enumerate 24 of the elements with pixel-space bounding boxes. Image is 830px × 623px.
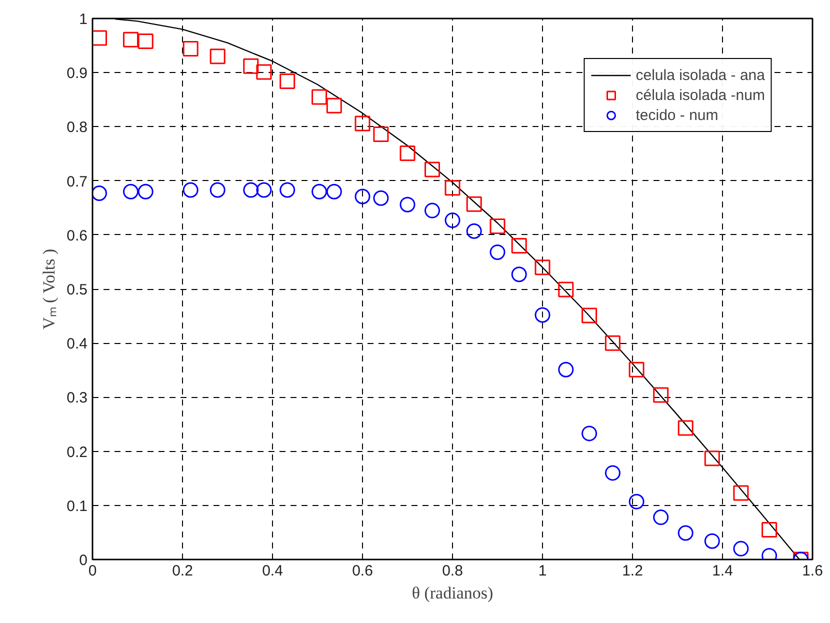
x-tick-label: 1.4 [712, 562, 733, 580]
y-tick-label: 0.4 [66, 336, 88, 353]
y-axis-title: Vₘ ( Volts ) [40, 248, 59, 330]
legend-label: celula isolada - ana [636, 66, 765, 84]
x-tick-label: 1.2 [622, 562, 643, 580]
y-tick-label: 0.9 [66, 65, 88, 82]
x-tick-label: 0.4 [262, 562, 283, 580]
x-tick-label: 1.6 [802, 562, 823, 580]
y-tick-label: 0.2 [66, 444, 88, 461]
y-tick-label: 0.7 [66, 173, 88, 190]
x-tick-label: 0.6 [352, 562, 373, 580]
y-tick-label: 1 [79, 11, 88, 28]
x-tick-label: 1 [538, 562, 547, 580]
x-tick-label: 0.8 [442, 562, 463, 580]
y-tick-label: 0.6 [66, 227, 88, 244]
y-tick-label: 0 [79, 552, 88, 569]
legend-label: tecido - num [636, 106, 718, 124]
x-axis-title: θ (radianos) [412, 584, 494, 602]
y-tick-label: 0.1 [66, 498, 88, 515]
y-tick-label: 0.8 [66, 119, 88, 136]
y-tick-label: 0.5 [66, 282, 88, 298]
y-tick-label: 0.3 [66, 390, 88, 407]
legend-label: célula isolada -num [636, 86, 765, 104]
x-tick-label: 0.2 [172, 562, 193, 580]
